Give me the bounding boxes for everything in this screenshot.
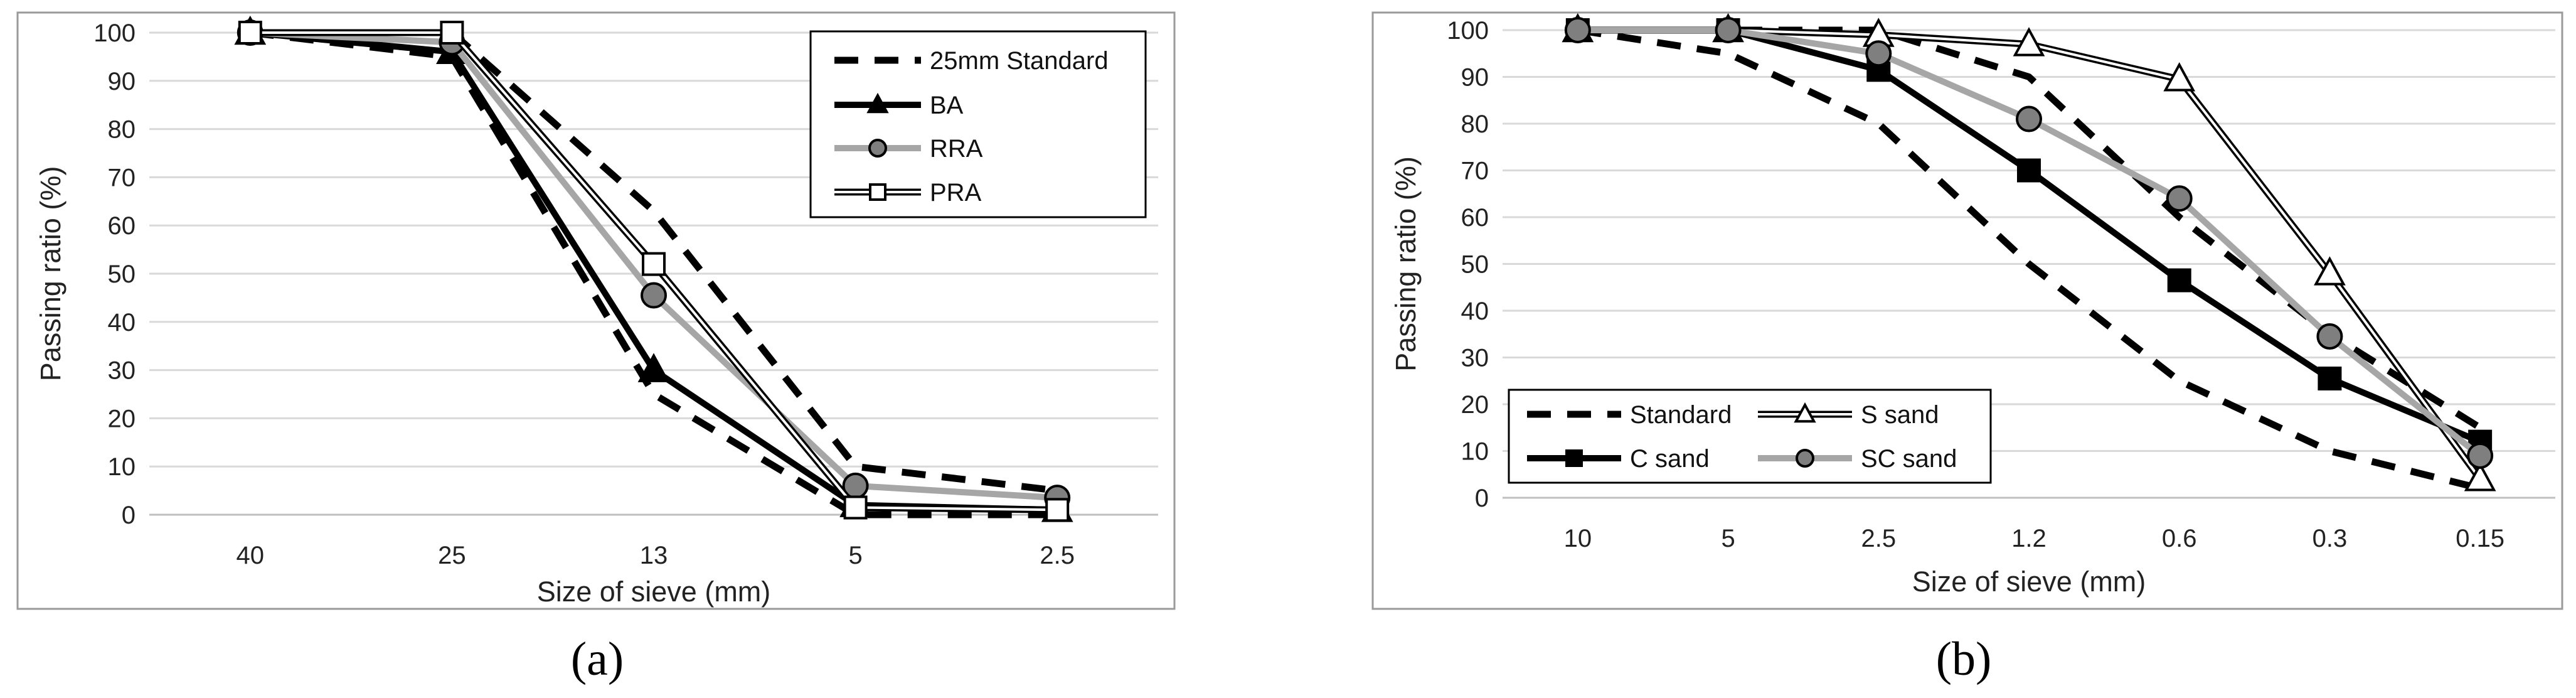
- y-tick-label: 0: [122, 502, 136, 529]
- legend-label: C sand: [1630, 445, 1710, 473]
- legend: Standard S sand C sand SC sand: [1508, 389, 1992, 484]
- y-axis-title: Passing ratio (%): [1390, 156, 1422, 372]
- data-point: [642, 252, 666, 276]
- legend: 25mm Standard BA RRA PRA: [809, 30, 1147, 218]
- data-point: [641, 282, 667, 309]
- data-point: [440, 21, 464, 45]
- series-pra: [238, 21, 1070, 522]
- series-line-lower: [1577, 26, 2481, 492]
- legend-swatch-1-marker: [1794, 402, 1816, 423]
- data-point: [2017, 158, 2041, 183]
- legend-label: PRA: [930, 179, 982, 207]
- y-tick-label: 100: [1447, 17, 1489, 45]
- x-tick-label: 5: [848, 542, 862, 569]
- x-axis-title: Size of sieve (mm): [1912, 566, 2146, 598]
- legend-label: SC sand: [1861, 445, 1957, 473]
- chart-panel-0: 0 10 20 30 40 50 60 70 80 90 100 40 25 13 5 2.5 Size of …: [16, 11, 1176, 685]
- legend-label: RRA: [930, 135, 983, 163]
- x-tick-label: 5: [1721, 525, 1735, 552]
- legend-swatch-1-marker: [866, 92, 889, 114]
- y-tick-label: 60: [1461, 204, 1489, 232]
- y-tick-label: 10: [1461, 438, 1489, 466]
- data-point: [2314, 256, 2346, 286]
- data-point: [1564, 17, 1591, 43]
- legend-swatch-3-marker: [1796, 449, 1814, 468]
- y-tick-label: 50: [108, 260, 136, 288]
- y-tick-label: 70: [108, 164, 136, 191]
- data-point: [2467, 442, 2494, 469]
- panel-label: (b): [1936, 633, 1992, 685]
- x-tick-label: 25: [438, 542, 466, 569]
- x-tick-label: 0.15: [2456, 525, 2504, 552]
- x-tick-label: 13: [640, 542, 668, 569]
- data-point: [843, 495, 868, 520]
- legend-label: Standard: [1630, 401, 1732, 429]
- legend-swatch-2-marker: [1565, 449, 1583, 467]
- y-tick-label: 100: [93, 19, 136, 47]
- y-tick-label: 0: [1475, 485, 1489, 512]
- y-tick-label: 90: [108, 68, 136, 95]
- data-point: [238, 21, 262, 45]
- x-tick-label: 2.5: [1040, 542, 1075, 569]
- y-tick-label: 40: [108, 309, 136, 336]
- data-point: [2167, 268, 2191, 293]
- chart-panel-1: 0 10 20 30 40 50 60 70 80 90 100 10 5 2.5 1.2 0.6 0.3 0.1…: [1371, 11, 2563, 685]
- legend-label: 25mm Standard: [930, 47, 1109, 75]
- y-tick-label: 30: [1461, 345, 1489, 372]
- y-tick-label: 50: [1461, 251, 1489, 279]
- y-tick-label: 60: [108, 212, 136, 240]
- x-tick-label: 40: [237, 542, 265, 569]
- y-tick-label: 70: [1461, 158, 1489, 185]
- data-point: [2464, 462, 2496, 491]
- x-tick-label: 2.5: [1861, 525, 1896, 552]
- data-point: [2016, 105, 2042, 132]
- series-line-lower: [250, 29, 1058, 518]
- legend-box: [1508, 389, 1992, 484]
- x-tick-label: 1.2: [2011, 525, 2046, 552]
- data-point: [1715, 17, 1742, 43]
- legend-swatch-2-marker: [868, 139, 887, 158]
- x-tick-label: 0.3: [2313, 525, 2348, 552]
- data-point: [2316, 323, 2343, 350]
- y-tick-label: 20: [1461, 391, 1489, 419]
- series-sc-sand: [1564, 17, 2494, 469]
- data-point: [2013, 27, 2045, 56]
- data-point: [2163, 62, 2196, 92]
- y-axis-title: Passing ratio (%): [35, 166, 67, 382]
- y-tick-label: 80: [1461, 110, 1489, 138]
- legend-label: BA: [930, 92, 964, 119]
- legend-box: [809, 30, 1147, 218]
- y-tick-label: 30: [108, 357, 136, 385]
- legend-swatch-3-marker: [869, 183, 886, 201]
- y-tick-label: 90: [1461, 64, 1489, 92]
- data-point: [637, 353, 670, 382]
- legend-label: S sand: [1861, 401, 1939, 429]
- data-point: [2318, 367, 2342, 391]
- data-point: [2166, 185, 2193, 212]
- y-tick-label: 10: [108, 453, 136, 481]
- y-tick-label: 20: [108, 405, 136, 432]
- x-tick-label: 0.6: [2162, 525, 2197, 552]
- data-point: [1045, 498, 1070, 522]
- x-tick-label: 10: [1564, 525, 1592, 552]
- y-tick-label: 80: [108, 116, 136, 144]
- data-point: [1865, 40, 1892, 67]
- panel-label: (a): [571, 633, 624, 685]
- x-axis-title: Size of sieve (mm): [537, 576, 771, 608]
- y-tick-label: 40: [1461, 298, 1489, 325]
